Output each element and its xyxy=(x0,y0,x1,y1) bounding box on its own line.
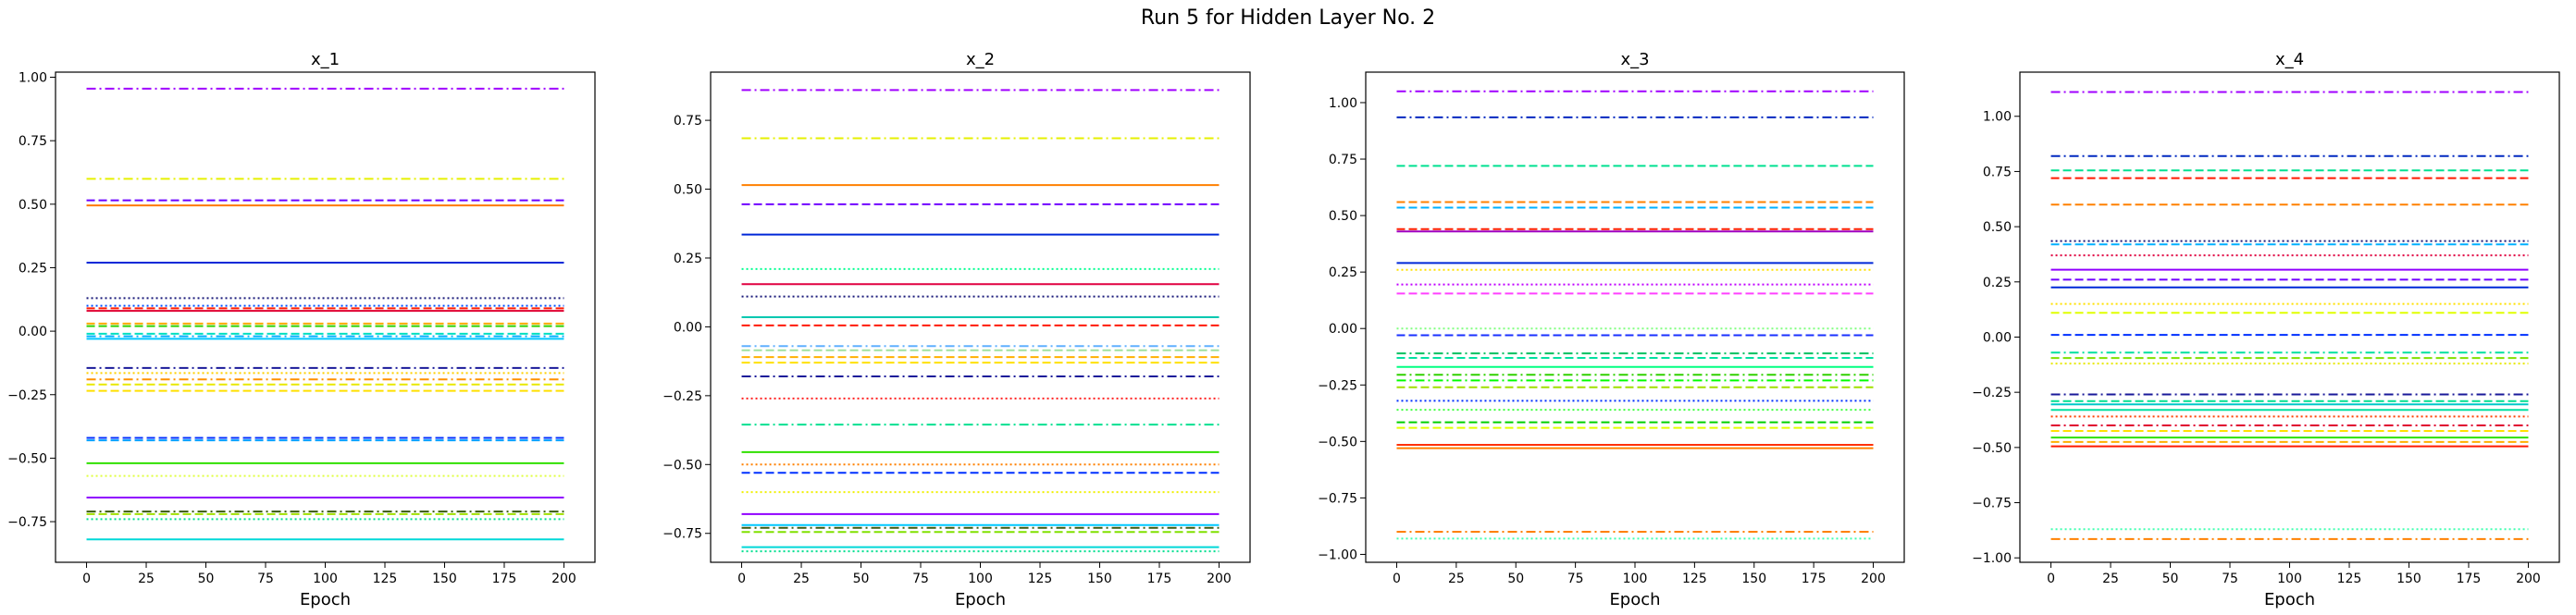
subplot-3-title: x_3 xyxy=(1620,50,1649,69)
subplot-2-xtick-label: 150 xyxy=(1087,572,1112,586)
subplot-2-xtick-label: 75 xyxy=(912,572,929,586)
subplot-3-xtick-label: 125 xyxy=(1682,572,1707,586)
subplot-3-ytick-label: 0.00 xyxy=(1329,322,1357,337)
subplot-2-ytick-label: 0.50 xyxy=(674,183,702,198)
subplot-1-xtick-label: 125 xyxy=(373,572,398,586)
subplot-4-ytick-label: 0.00 xyxy=(1983,330,2012,345)
subplot-3-xtick-label: 25 xyxy=(1448,572,1465,586)
subplot-1-ytick-label: 0.50 xyxy=(19,198,47,213)
subplot-4-ytick-label: 0.50 xyxy=(1983,220,2012,235)
subplot-1-ytick-label: −0.50 xyxy=(7,451,47,466)
subplot-1-ytick-label: 0.00 xyxy=(19,325,47,339)
subplot-4: x_4 0 25 50 75 100 125 150 175 200 −1.00 −0.75 −0.50… xyxy=(1972,50,2560,609)
subplot-1-ytick-label: 0.25 xyxy=(19,261,47,276)
subplot-4-ytick-label: 0.25 xyxy=(1983,276,2012,290)
subplot-3-ytick-label: 0.25 xyxy=(1329,265,1357,280)
subplot-1-ytick-label: −0.75 xyxy=(7,515,47,530)
subplot-3-ytick-label: −1.00 xyxy=(1318,547,1357,562)
subplot-2-xtick-label: 175 xyxy=(1147,572,1172,586)
subplot-1: x_1 0 25 50 75 100 125 150 175 200 −0.75 −0.50 −0.25… xyxy=(7,50,596,609)
subplot-2-xtick-label: 50 xyxy=(853,572,870,586)
subplot-3-ytick-label: −0.75 xyxy=(1318,491,1357,506)
subplot-2-xtick-label: 0 xyxy=(737,572,746,586)
subplot-4-title: x_4 xyxy=(2275,50,2304,69)
subplots-container: x_1 0 25 50 75 100 125 150 175 200 −0.75 −0.50 −0.25… xyxy=(7,50,2560,609)
subplot-2-ytick-label: −0.50 xyxy=(663,458,702,473)
subplot-3-ytick-label: 1.00 xyxy=(1329,96,1357,111)
subplot-2-xtick-label: 25 xyxy=(793,572,810,586)
subplot-2-ytick-label: −0.25 xyxy=(663,389,702,404)
subplot-1-ytick-label: −0.25 xyxy=(7,388,47,403)
subplot-4-ytick-label: −0.75 xyxy=(1972,497,2012,511)
subplot-1-title: x_1 xyxy=(311,50,340,69)
subplot-4-xtick-label: 75 xyxy=(2222,572,2238,586)
subplot-3-series-group xyxy=(1396,90,1874,540)
subplot-2-ytick-label: −0.75 xyxy=(663,527,702,542)
subplot-1-series-group xyxy=(86,87,564,541)
subplot-4-xtick-label: 50 xyxy=(2162,572,2179,586)
subplot-3-ytick-label: −0.50 xyxy=(1318,435,1357,449)
subplot-3-xtick-label: 100 xyxy=(1623,572,1648,586)
subplot-1-ytick-label: 1.00 xyxy=(19,70,47,85)
subplot-1-ytick-label: 0.75 xyxy=(19,134,47,149)
subplot-2-ytick-label: 0.25 xyxy=(674,252,702,266)
subplot-2: x_2 0 25 50 75 100 125 150 175 200 −0.75 −0.50 −0.25… xyxy=(663,50,1251,609)
subplot-1-xtick-label: 150 xyxy=(432,572,457,586)
subplot-1-xtick-label: 50 xyxy=(198,572,215,586)
subplot-1-xlabel: Epoch xyxy=(300,590,351,609)
subplot-3-xtick-label: 200 xyxy=(1861,572,1886,586)
subplot-3-xtick-label: 75 xyxy=(1567,572,1584,586)
subplot-4-ytick-label: 0.75 xyxy=(1983,165,2012,179)
subplot-2-ytick-label: 0.75 xyxy=(674,114,702,129)
subplot-3-xtick-label: 150 xyxy=(1741,572,1766,586)
subplot-4-series-group xyxy=(2050,91,2529,540)
subplot-4-ytick-label: 1.00 xyxy=(1983,110,2012,125)
subplot-4-ytick-label: −1.00 xyxy=(1972,551,2012,566)
subplot-3-xtick-label: 175 xyxy=(1802,572,1827,586)
subplot-3-xtick-label: 50 xyxy=(1507,572,1524,586)
subplot-4-xtick-label: 175 xyxy=(2457,572,2482,586)
subplot-1-xtick-label: 100 xyxy=(313,572,338,586)
subplot-4-xtick-label: 200 xyxy=(2516,572,2541,586)
subplot-3: x_3 0 25 50 75 100 125 150 175 200 −1.00 −0.75 −0.50… xyxy=(1318,50,1905,609)
subplot-4-xtick-label: 25 xyxy=(2102,572,2119,586)
subplot-2-xlabel: Epoch xyxy=(955,590,1006,609)
subplot-1-xtick-label: 200 xyxy=(551,572,576,586)
subplot-2-xtick-label: 125 xyxy=(1028,572,1053,586)
subplot-4-xtick-label: 125 xyxy=(2337,572,2362,586)
subplot-3-ytick-label: 0.50 xyxy=(1329,209,1357,224)
subplot-3-xlabel: Epoch xyxy=(1609,590,1660,609)
subplot-4-ytick-label: −0.25 xyxy=(1972,386,2012,400)
subplot-2-xtick-label: 100 xyxy=(968,572,993,586)
subplot-2-xtick-label: 200 xyxy=(1207,572,1232,586)
subplot-4-xlabel: Epoch xyxy=(2264,590,2315,609)
subplot-2-series-group xyxy=(741,89,1220,553)
subplot-1-xtick-label: 175 xyxy=(492,572,517,586)
subplot-1-xtick-label: 25 xyxy=(138,572,155,586)
subplot-4-xtick-label: 100 xyxy=(2277,572,2302,586)
subplot-1-xtick-label: 75 xyxy=(257,572,274,586)
subplot-4-xtick-label: 150 xyxy=(2396,572,2421,586)
subplot-2-ytick-label: 0.00 xyxy=(674,320,702,335)
subplot-4-xtick-label: 0 xyxy=(2047,572,2055,586)
subplot-2-title: x_2 xyxy=(966,50,995,69)
subplot-1-xtick-label: 0 xyxy=(82,572,91,586)
subplot-3-ytick-label: 0.75 xyxy=(1329,153,1357,167)
figure-suptitle: Run 5 for Hidden Layer No. 2 xyxy=(1141,6,1435,30)
subplot-3-ytick-label: −0.25 xyxy=(1318,378,1357,393)
subplot-4-ytick-label: −0.50 xyxy=(1972,441,2012,456)
subplot-3-xtick-label: 0 xyxy=(1393,572,1401,586)
